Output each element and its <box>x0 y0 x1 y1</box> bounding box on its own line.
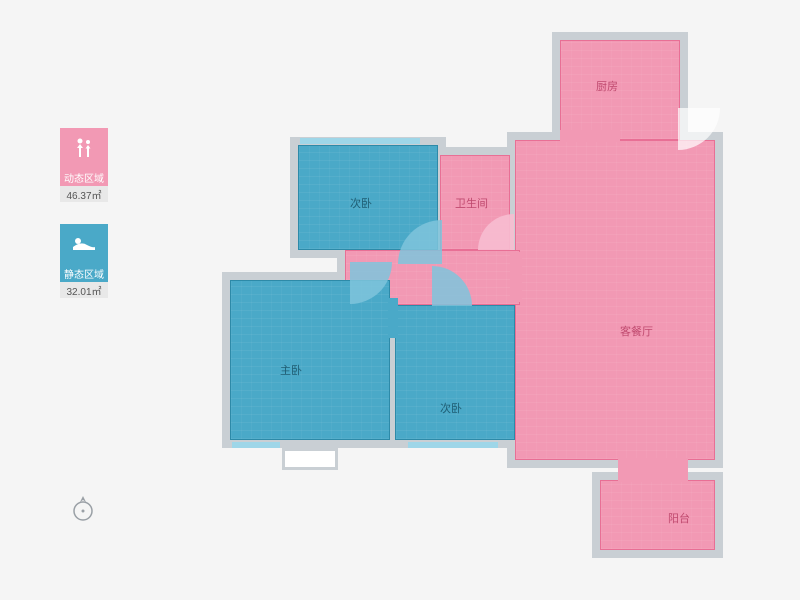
legend-static: 静态区域 32.01㎡ <box>60 224 108 298</box>
room-kitchen <box>560 40 680 140</box>
label-balcony: 阳台 <box>668 510 690 526</box>
rest-icon <box>71 235 97 253</box>
legend-dynamic: 动态区域 46.37㎡ <box>60 128 108 202</box>
label-bathroom: 卫生间 <box>455 195 488 211</box>
door-arc <box>678 108 720 155</box>
door-arc <box>478 214 514 255</box>
label-bed2a: 次卧 <box>350 195 372 211</box>
floorplan-canvas: 动态区域 46.37㎡ 静态区域 32.01㎡ <box>0 0 800 600</box>
label-bed2b: 次卧 <box>440 400 462 416</box>
window-band <box>232 442 280 448</box>
window-sill <box>282 448 338 470</box>
legend-static-value: 32.01㎡ <box>60 282 108 298</box>
label-living: 客餐厅 <box>620 323 653 339</box>
legend-static-label: 静态区域 <box>60 264 108 282</box>
door-arc <box>432 266 472 311</box>
window-band <box>300 138 420 144</box>
legend-dynamic-label: 动态区域 <box>60 168 108 186</box>
legend-dynamic-value: 46.37㎡ <box>60 186 108 202</box>
room-bed2b <box>395 305 515 440</box>
label-master: 主卧 <box>280 362 302 378</box>
window-band <box>408 442 498 448</box>
door-gap <box>618 458 688 482</box>
door-arc <box>398 220 442 269</box>
legend-static-icon <box>60 224 108 264</box>
door-gap <box>560 130 620 142</box>
room-living <box>515 140 715 460</box>
door-gap <box>388 298 398 338</box>
label-kitchen: 厨房 <box>596 78 618 94</box>
compass-icon <box>68 494 98 529</box>
legend-dynamic-icon <box>60 128 108 168</box>
room-balcony <box>600 480 715 550</box>
door-gap <box>510 252 522 302</box>
door-arc <box>350 262 392 309</box>
people-icon <box>72 137 96 159</box>
